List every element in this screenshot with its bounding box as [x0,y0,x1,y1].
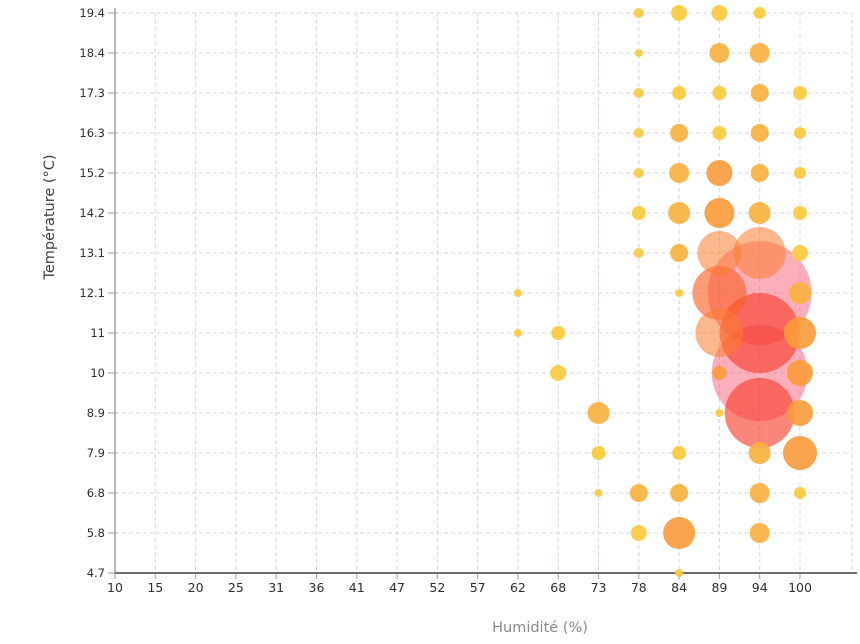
bubble[interactable] [794,127,806,139]
bubble[interactable] [787,400,813,426]
x-tick-label: 100 [788,580,812,595]
bubble[interactable] [671,5,688,21]
x-tick-label: 52 [429,580,445,595]
y-tick-label: 18.4 [79,46,105,60]
y-tick-label: 5.8 [87,526,105,540]
bubble[interactable] [753,7,766,19]
bubble[interactable] [692,266,747,320]
y-tick-label: 15.2 [79,166,105,180]
y-axis-title: Température (°C) [42,154,58,280]
y-tick-label: 14.2 [79,206,105,220]
bubble[interactable] [750,164,769,182]
bubble[interactable] [668,202,691,224]
y-tick-label: 16.3 [79,126,105,140]
bubble[interactable] [630,525,647,541]
bubble[interactable] [783,436,817,470]
x-tick-label: 20 [188,580,204,595]
bubble[interactable] [793,206,807,220]
bubble[interactable] [633,248,644,258]
x-tick-label: 57 [470,580,486,595]
x-tick-label: 68 [550,580,566,595]
bubble[interactable] [712,366,727,380]
x-tick-label: 15 [147,580,163,595]
bubble[interactable] [750,124,769,142]
bubble[interactable] [670,124,689,142]
bubble[interactable] [587,402,610,424]
bubble[interactable] [634,49,643,57]
bubble[interactable] [672,86,687,100]
y-tick-label: 11 [90,326,105,340]
bubble[interactable] [749,483,770,503]
bubble[interactable] [706,160,733,186]
x-axis-title: Humidité (%) [492,620,588,636]
bubble[interactable] [669,163,690,183]
y-tick-label: 10 [90,366,105,380]
bubble[interactable] [670,244,689,262]
bubble[interactable] [633,168,644,178]
bubble[interactable] [715,409,724,417]
bubble[interactable] [748,442,771,464]
x-tick-label: 94 [752,580,768,595]
y-tick-label: 13.1 [79,246,105,260]
bubble[interactable] [697,231,742,275]
bubble[interactable] [629,484,648,502]
bubble[interactable] [750,84,769,102]
bubble[interactable] [695,309,744,357]
bubble[interactable] [631,206,646,220]
x-tick-label: 78 [631,580,647,595]
x-tick-label: 73 [591,580,607,595]
y-tick-label: 19.4 [79,6,105,20]
x-tick-label: 25 [228,580,244,595]
x-tick-label: 31 [268,580,284,595]
bubble[interactable] [670,484,689,502]
bubble[interactable] [724,378,795,448]
x-tick-label: 47 [389,580,405,595]
y-tick-label: 8.9 [87,406,105,420]
bubble[interactable] [675,289,684,297]
y-tick-label: 12.1 [79,286,105,300]
bubble[interactable] [633,128,644,138]
bubble[interactable] [792,245,808,261]
x-tick-label: 41 [349,580,365,595]
y-tick-label: 6.8 [87,486,105,500]
bubble[interactable] [749,523,770,543]
bubble[interactable] [748,202,771,224]
bubble[interactable] [672,446,687,460]
bubble[interactable] [794,487,806,499]
bubble[interactable] [513,329,522,337]
bubble[interactable] [633,88,644,98]
bubble[interactable] [550,365,567,381]
bubble[interactable] [709,43,730,63]
bubble[interactable] [793,86,807,100]
bubble[interactable] [594,489,603,497]
y-tick-label: 7.9 [87,446,105,460]
bubble[interactable] [733,227,786,279]
bubble[interactable] [712,86,727,100]
x-tick-label: 89 [711,580,727,595]
bubble[interactable] [794,167,806,179]
bubble[interactable] [675,569,684,577]
y-tick-label: 17.3 [79,86,105,100]
bubble[interactable] [789,282,811,304]
bubble[interactable] [712,126,727,140]
bubble[interactable] [663,517,696,549]
bubble[interactable] [513,289,522,297]
bubble[interactable] [591,446,606,460]
bubble[interactable] [787,360,813,386]
bubble[interactable] [551,326,566,340]
y-tick-label: 4.7 [87,566,105,580]
bubble[interactable] [633,8,644,18]
bubble[interactable] [711,5,728,21]
bubble[interactable] [719,293,800,373]
bubble[interactable] [749,43,770,63]
x-tick-label: 62 [510,580,526,595]
x-tick-label: 84 [671,580,687,595]
x-tick-label: 36 [309,580,325,595]
x-tick-label: 10 [107,580,123,595]
bubble[interactable] [784,317,816,349]
bubble[interactable] [704,198,735,228]
